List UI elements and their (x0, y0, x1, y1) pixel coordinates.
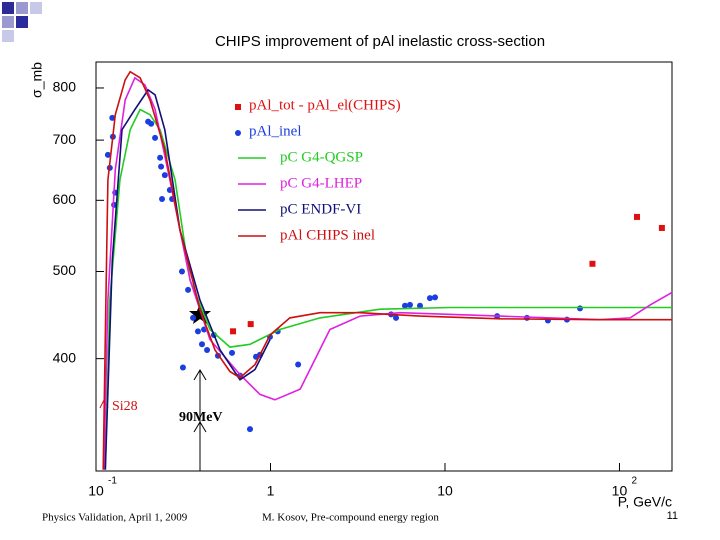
legend-marker (235, 130, 241, 136)
data-point (159, 196, 166, 203)
data-point (393, 314, 400, 321)
data-point (401, 302, 408, 309)
data-point (406, 301, 413, 308)
data-point (426, 295, 433, 302)
series-line (104, 108, 672, 470)
annotation: Si28 (112, 399, 138, 414)
data-point (198, 341, 205, 348)
x-tick-label: 10 (88, 483, 104, 499)
y-tick-label: 700 (53, 131, 77, 147)
data-point (230, 328, 237, 335)
x-tick-label: 1 (267, 483, 275, 499)
series-line (104, 88, 271, 470)
legend-label: pAl_inel (249, 123, 302, 139)
data-point (295, 361, 302, 368)
legend-label: pAl CHIPS inel (280, 227, 375, 243)
x-tick-label: 10 (612, 483, 628, 499)
data-point (432, 294, 439, 301)
data-point (161, 172, 168, 179)
data-point (178, 268, 185, 275)
data-point (589, 260, 596, 267)
y-tick-label: 500 (53, 262, 77, 278)
data-point (577, 305, 584, 312)
data-point (633, 213, 640, 220)
data-point (158, 163, 165, 170)
x-tick-exponent: -1 (108, 476, 117, 487)
data-point (194, 328, 201, 335)
x-tick-exponent: 2 (631, 476, 637, 487)
data-point (658, 224, 665, 231)
annotation-shapes (99, 303, 211, 471)
slide-decoration (2, 2, 42, 42)
y-tick-label: 800 (53, 79, 77, 95)
data-point (152, 134, 159, 141)
data-point (416, 302, 423, 309)
legend-label: pC G4-QGSP (280, 149, 363, 165)
data-point (148, 120, 155, 127)
data-point (190, 314, 197, 321)
x-tick-label: 10 (437, 483, 453, 499)
data-point (247, 321, 254, 328)
legend-label: pAl_tot - pAl_el(CHIPS) (249, 97, 401, 113)
legend-label: pC G4-LHEP (280, 175, 362, 191)
annotation: 90MeV (179, 410, 223, 425)
data-point (246, 426, 253, 433)
legend-marker (235, 104, 241, 110)
x-axis-label: P, GeV/c (618, 494, 672, 510)
y-axis-label: σ_mb (29, 62, 45, 98)
y-tick-label: 400 (53, 349, 77, 365)
y-tick-label: 600 (53, 191, 77, 207)
data-point (185, 286, 192, 293)
page-number: 11 (667, 510, 678, 522)
data-point (109, 114, 116, 121)
series-line (102, 70, 672, 470)
series-line (103, 76, 673, 470)
footer-center: M. Kosov, Pre-compound energy region (262, 512, 439, 524)
plot-frame (95, 61, 673, 472)
data-point (179, 364, 186, 371)
data-point (229, 349, 236, 356)
data-point (104, 151, 111, 158)
data-point (204, 346, 211, 353)
chart-title: CHIPS improvement of pAl inelastic cross… (215, 33, 545, 50)
data-point (157, 154, 164, 161)
legend-label: pC ENDF-VI (280, 201, 361, 217)
footer-left: Physics Validation, April 1, 2009 (42, 512, 188, 524)
